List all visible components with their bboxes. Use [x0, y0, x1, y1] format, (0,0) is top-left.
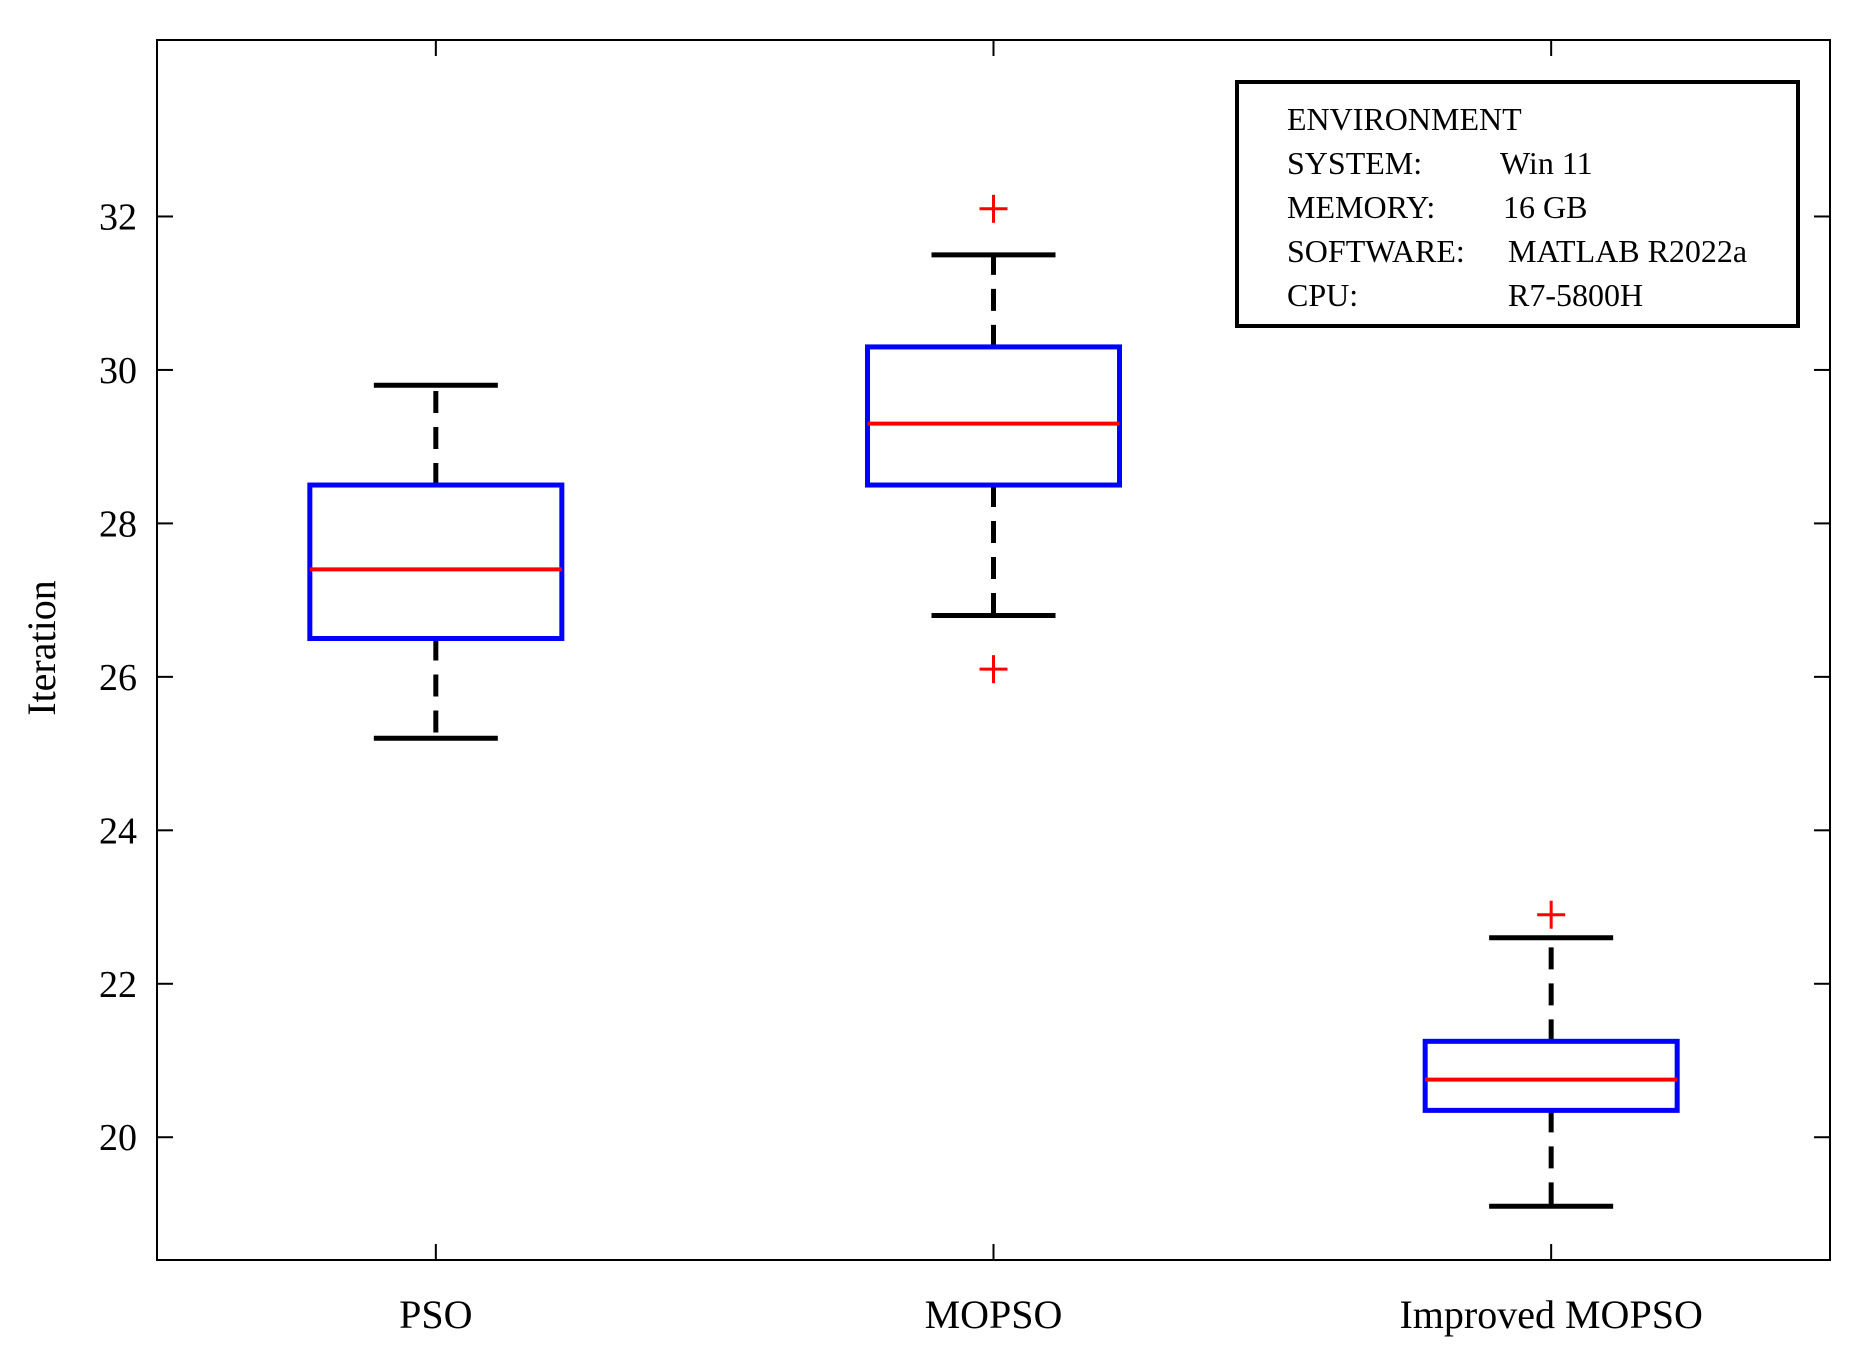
- iqr-box: [307, 482, 565, 641]
- box-group: [1422, 900, 1680, 1209]
- legend-label-cpu: CPU:: [1287, 277, 1358, 313]
- box-group: [865, 194, 1122, 684]
- y-tick-label: 30: [99, 350, 137, 392]
- environment-legend: ENVIRONMENT SYSTEM: Win 11 MEMORY: 16 GB…: [1235, 80, 1800, 328]
- y-tick-label: 22: [99, 964, 137, 1006]
- plot-area: 20 22 24 26 28 30 32 PSO MOPSO Improved MOPSO: [99, 39, 1831, 1337]
- y-tick-label: 32: [99, 196, 137, 238]
- legend-heading: ENVIRONMENT: [1287, 101, 1522, 137]
- legend-label-memory: MEMORY:: [1287, 189, 1435, 225]
- box-series: [307, 194, 1680, 1209]
- y-tick-label: 24: [99, 810, 137, 852]
- legend-label-system: SYSTEM:: [1287, 145, 1422, 181]
- legend-value-software: MATLAB R2022a: [1508, 233, 1747, 269]
- legend-label-software: SOFTWARE:: [1287, 233, 1465, 269]
- box-group: [307, 382, 565, 741]
- legend-frame: [1235, 80, 1800, 328]
- iqr-box: [865, 344, 1122, 488]
- outlier-marker: [979, 194, 1008, 223]
- iqr-box: [1422, 1038, 1680, 1113]
- y-axis-label: Iteration: [19, 580, 64, 716]
- legend-value-cpu: R7-5800H: [1508, 277, 1643, 313]
- x-tick-label: MOPSO: [925, 1292, 1063, 1337]
- outlier-marker: [979, 655, 1008, 684]
- y-tick-label: 28: [99, 503, 137, 545]
- y-tick-label: 26: [99, 657, 137, 699]
- legend-value-memory: 16 GB: [1503, 189, 1587, 225]
- x-tick-label: Improved MOPSO: [1399, 1292, 1702, 1337]
- legend-value-system: Win 11: [1500, 145, 1593, 181]
- y-tick-label: 20: [99, 1117, 137, 1159]
- x-tick-label: PSO: [399, 1292, 472, 1337]
- outlier-marker: [1537, 900, 1566, 929]
